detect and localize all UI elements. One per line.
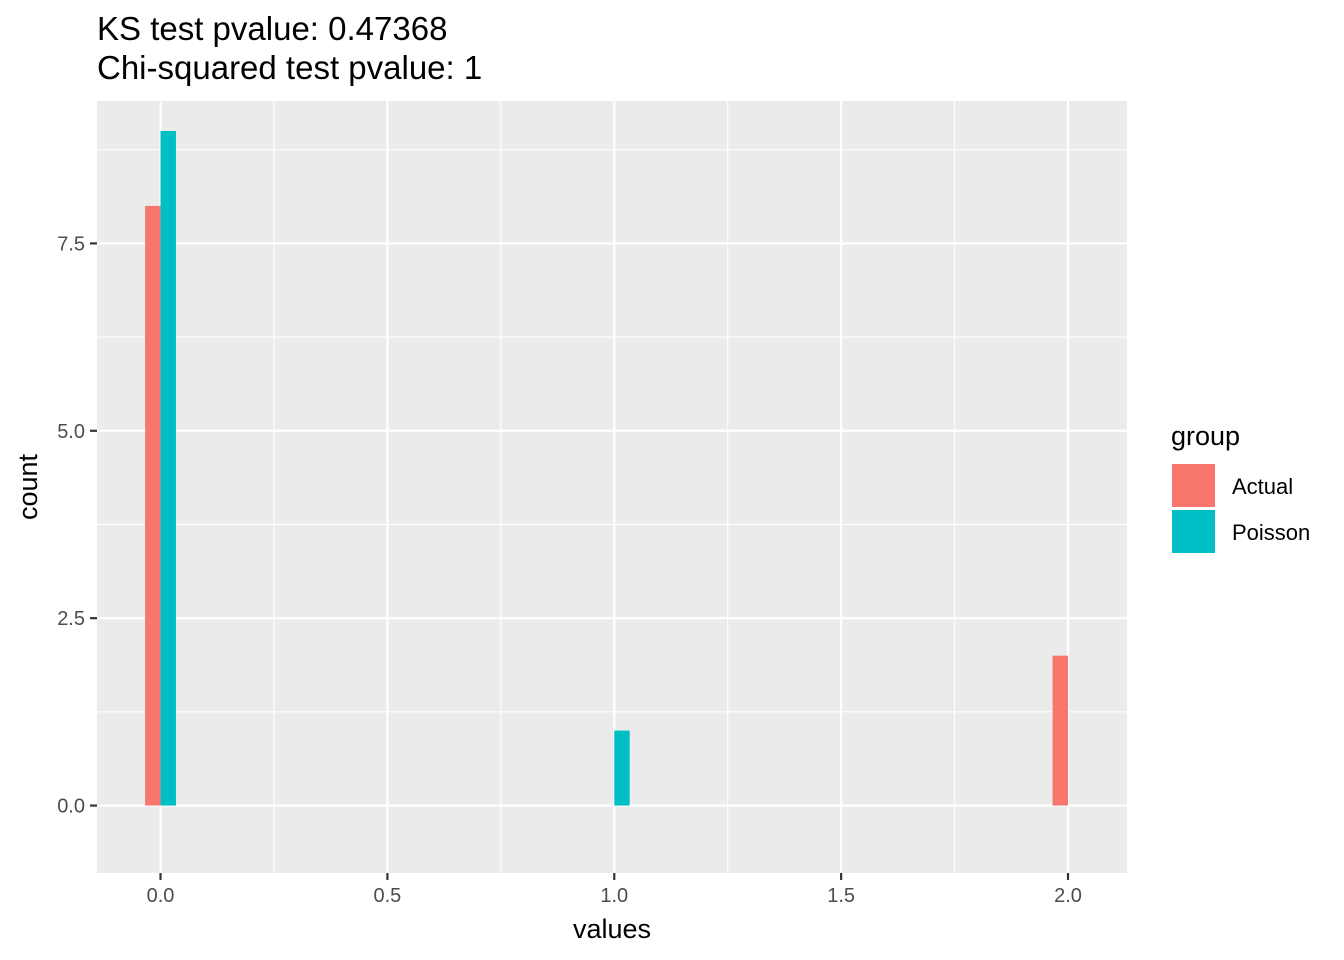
bars <box>145 130 1069 806</box>
legend-key-actual <box>1172 464 1215 507</box>
y-axis-title: count <box>13 453 43 520</box>
bar-poisson-x1 <box>614 730 630 806</box>
x-tick-label: 0.0 <box>147 885 175 907</box>
x-tick-label: 1.5 <box>827 885 855 907</box>
y-tick-label: 7.5 <box>57 233 85 255</box>
chart-title-line-1: KS test pvalue: 0.47368 <box>97 10 447 47</box>
minor-gridlines <box>97 101 1127 873</box>
chart-title-line-2: Chi-squared test pvalue: 1 <box>97 49 482 86</box>
y-tick-label: 0.0 <box>57 796 85 818</box>
x-axis-ticks: 0.0 0.5 1.0 1.5 2.0 <box>147 873 1082 907</box>
x-tick-label: 2.0 <box>1054 885 1082 907</box>
legend-key-poisson <box>1172 510 1215 553</box>
legend: group Actual Poisson <box>1171 421 1310 553</box>
x-tick-label: 0.5 <box>373 885 401 907</box>
plot-panel <box>97 101 1127 873</box>
legend-label-actual: Actual <box>1232 474 1293 499</box>
bar-actual-x0 <box>145 205 161 806</box>
bar-actual-x2 <box>1052 655 1069 806</box>
legend-label-poisson: Poisson <box>1232 520 1310 545</box>
x-tick-label: 1.0 <box>600 885 628 907</box>
y-tick-label: 5.0 <box>57 421 85 443</box>
legend-title: group <box>1171 421 1240 451</box>
bar-poisson-x0 <box>160 130 176 806</box>
y-tick-label: 2.5 <box>57 608 85 630</box>
x-axis-title: values <box>573 914 651 944</box>
y-axis-ticks: 0.0 2.5 5.0 7.5 <box>57 233 97 818</box>
